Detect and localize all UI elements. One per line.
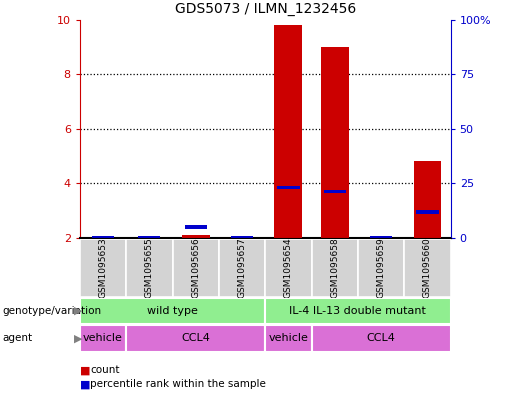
Text: agent: agent	[3, 333, 32, 343]
Bar	[80, 298, 265, 324]
Text: GSM1095655: GSM1095655	[145, 237, 154, 298]
Bar	[265, 298, 451, 324]
Text: ▶: ▶	[74, 306, 82, 316]
Bar	[265, 239, 312, 297]
Text: percentile rank within the sample: percentile rank within the sample	[90, 379, 266, 389]
Bar	[414, 162, 441, 238]
Text: genotype/variation: genotype/variation	[3, 306, 101, 316]
Text: IL-4 IL-13 double mutant: IL-4 IL-13 double mutant	[289, 306, 426, 316]
Text: GSM1095657: GSM1095657	[237, 237, 247, 298]
Text: vehicle: vehicle	[83, 333, 123, 343]
Text: GSM1095653: GSM1095653	[98, 237, 108, 298]
Text: ■: ■	[80, 379, 90, 389]
Bar	[182, 235, 210, 238]
Text: GSM1095654: GSM1095654	[284, 237, 293, 298]
Text: GSM1095660: GSM1095660	[423, 237, 432, 298]
Bar	[321, 47, 349, 238]
Bar	[80, 325, 126, 352]
Text: ■: ■	[80, 365, 90, 375]
Text: vehicle: vehicle	[268, 333, 308, 343]
Bar	[277, 185, 300, 189]
Bar	[312, 239, 358, 297]
Bar	[184, 225, 207, 229]
Bar	[370, 236, 392, 240]
Bar	[231, 236, 253, 240]
Text: wild type: wild type	[147, 306, 198, 316]
Bar	[274, 25, 302, 238]
Bar	[312, 325, 451, 352]
Text: GSM1095656: GSM1095656	[191, 237, 200, 298]
Text: count: count	[90, 365, 119, 375]
Bar	[323, 190, 346, 193]
Bar	[126, 325, 265, 352]
Bar	[265, 325, 312, 352]
Bar	[404, 239, 451, 297]
Bar	[358, 239, 404, 297]
Text: GSM1095659: GSM1095659	[376, 237, 386, 298]
Text: CCL4: CCL4	[181, 333, 210, 343]
Text: CCL4: CCL4	[367, 333, 396, 343]
Bar	[416, 210, 439, 214]
Text: GSM1095658: GSM1095658	[330, 237, 339, 298]
Bar	[80, 239, 126, 297]
Text: ▶: ▶	[74, 333, 82, 343]
Title: GDS5073 / ILMN_1232456: GDS5073 / ILMN_1232456	[175, 2, 356, 16]
Bar	[92, 236, 114, 240]
Bar	[126, 239, 173, 297]
Bar	[173, 239, 219, 297]
Bar	[219, 239, 265, 297]
Bar	[138, 236, 161, 240]
